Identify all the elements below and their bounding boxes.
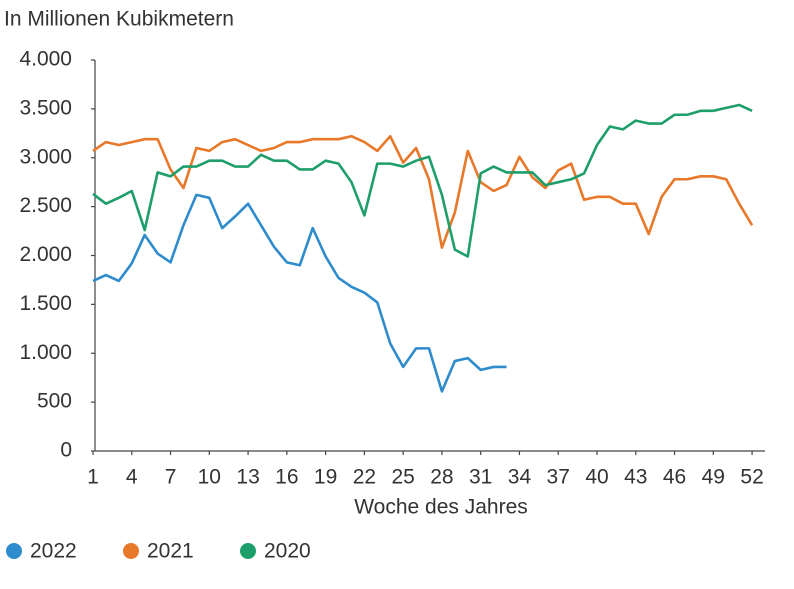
series-line [92,103,753,258]
x-tick-label: 31 [469,466,492,489]
x-tick-label: 7 [165,466,177,489]
y-tick-label: 3.500 [19,96,72,119]
x-tick-label: 19 [314,466,337,489]
x-tick-label: 10 [198,466,221,489]
x-tick-label: 4 [126,466,138,489]
x-tick-label: 52 [740,466,763,489]
x-tick-label: 22 [353,466,376,489]
legend-label: 2020 [264,540,311,563]
series-line [92,134,754,249]
y-tick-label: 1.000 [19,341,72,364]
x-tick-label: 1 [87,466,99,489]
y-tick-label: 1.500 [19,292,72,315]
x-tick-label: 13 [236,466,259,489]
x-tick-label: 49 [702,466,725,489]
x-tick-label: 25 [391,466,414,489]
y-tick-label: 2.500 [19,194,72,217]
x-tick-label: 46 [663,466,686,489]
y-tick-label: 0 [60,439,72,462]
x-tick-label: 34 [508,466,532,489]
y-tick-label: 4.000 [19,48,72,71]
series-line [92,193,507,393]
x-tick-label: 40 [585,466,608,489]
y-tick-label: 2.000 [19,243,72,266]
y-tick-label: 500 [37,390,72,413]
legend-marker [6,543,22,559]
x-tick-label: 43 [624,466,647,489]
x-axis-label: Woche des Jahres [354,496,528,519]
y-axis-label: In Millionen Kubikmetern [4,8,234,31]
legend-label: 2022 [30,540,77,563]
x-tick-label: 16 [275,466,298,489]
y-tick-label: 3.000 [19,145,72,168]
x-tick-label: 28 [430,466,453,489]
x-tick-label: 37 [547,466,570,489]
legend-label: 2021 [147,540,194,563]
legend-marker [123,543,139,559]
legend-marker [240,543,256,559]
